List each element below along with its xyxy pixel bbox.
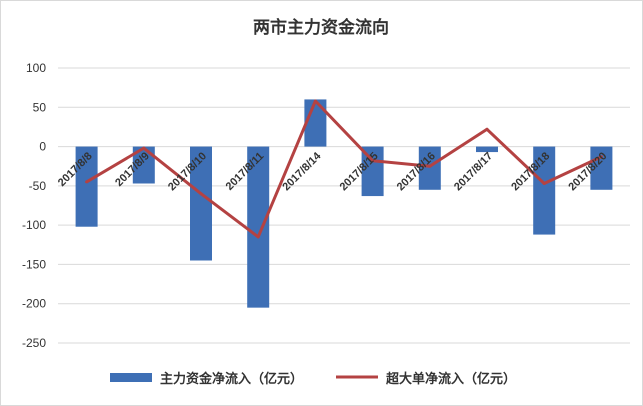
legend-line-label: 超大单净流入（亿元）: [386, 371, 516, 387]
y-tick-label: -50: [29, 179, 47, 193]
grid-lines: [58, 67, 630, 344]
x-axis-ticks: 2017/8/8 2017/8/9 2017/8/10 2017/8/11 2017/8…: [56, 150, 610, 194]
bar: [476, 146, 498, 153]
bar: [533, 146, 556, 235]
y-tick-label: -250: [22, 336, 46, 350]
bar: [190, 146, 212, 261]
line-point: [85, 180, 89, 184]
line-series: [85, 99, 603, 239]
bar-series: [75, 99, 613, 308]
line-series-path: [85, 99, 603, 239]
bar: [75, 146, 98, 227]
legend-bar-label: 主力资金净流入（亿元）: [160, 371, 303, 387]
line-point: [371, 159, 375, 163]
y-tick-label: 50: [33, 100, 47, 114]
y-tick-label: -200: [22, 297, 46, 311]
line-point: [599, 155, 603, 159]
bar: [247, 146, 270, 308]
legend: 主力资金净流入（亿元） 超大单净流入（亿元）: [110, 371, 516, 387]
bar: [590, 146, 613, 190]
line-point: [256, 235, 260, 239]
line-point: [313, 99, 317, 103]
line-point: [485, 127, 489, 131]
y-tick-label: 0: [39, 140, 46, 154]
line-point: [199, 192, 203, 196]
legend-bar-swatch: [110, 373, 152, 382]
line-point: [428, 164, 432, 168]
chart-title: 两市主力资金流向: [253, 17, 389, 38]
bar: [132, 146, 155, 184]
bar: [418, 146, 441, 190]
y-axis-ticks: 100 50 0 -50 -100 -150 -200 -250: [22, 61, 46, 350]
y-tick-label: 100: [26, 61, 46, 75]
bar: [361, 146, 384, 197]
y-tick-label: -150: [22, 257, 46, 271]
line-point: [142, 146, 146, 150]
line-point: [542, 182, 546, 185]
y-tick-label: -100: [22, 218, 46, 232]
x-tick-label: 2017/8/17: [452, 150, 495, 193]
